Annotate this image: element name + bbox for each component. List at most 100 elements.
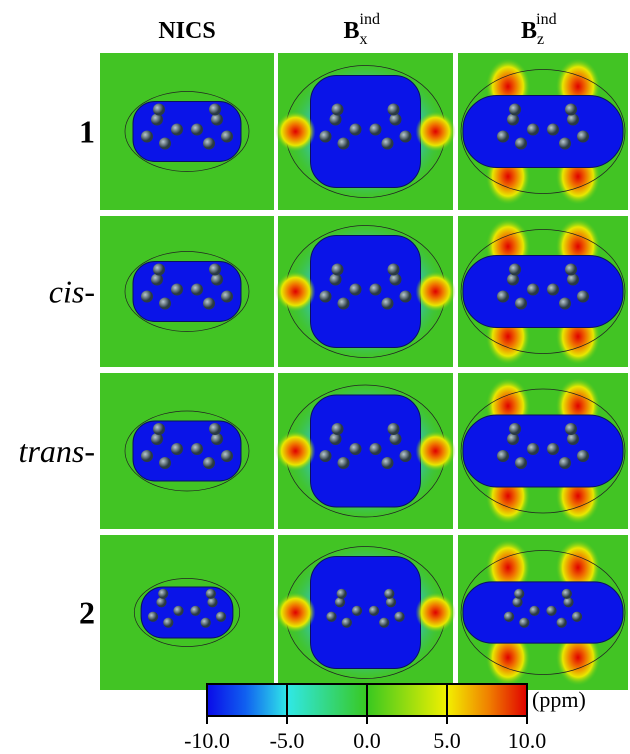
header-base: NICS	[158, 18, 215, 44]
atom	[151, 114, 163, 126]
atom	[559, 138, 571, 150]
atom	[209, 104, 221, 116]
colorbar-tick-label: 0.0	[353, 728, 381, 753]
atom	[203, 138, 215, 150]
atom	[206, 589, 216, 599]
atom	[394, 612, 404, 622]
atom	[557, 618, 567, 628]
header-sup: ind	[536, 11, 556, 28]
atom	[330, 114, 342, 126]
header-base: B	[521, 18, 537, 44]
map-panel	[458, 373, 628, 529]
atom	[577, 131, 589, 143]
atom	[153, 104, 165, 116]
atom	[507, 433, 519, 445]
atom	[509, 264, 521, 276]
colorbar-tick-label: 10.0	[508, 728, 547, 753]
row-label: trans-	[19, 433, 95, 469]
map-panel	[276, 216, 456, 367]
atom	[338, 138, 350, 150]
map-panel	[276, 535, 456, 690]
atom	[159, 138, 171, 150]
atom	[384, 589, 394, 599]
atom	[527, 443, 539, 455]
atom	[159, 457, 171, 469]
atom	[342, 618, 352, 628]
row-label-italic: cis	[49, 274, 85, 310]
atom	[320, 131, 332, 143]
atom	[565, 423, 577, 435]
atom	[320, 291, 332, 303]
atom	[151, 433, 163, 445]
atom	[527, 284, 539, 296]
atom	[386, 597, 396, 607]
atom	[567, 433, 579, 445]
header-sup: ind	[360, 11, 380, 28]
atom	[201, 618, 211, 628]
atom	[158, 589, 168, 599]
column-header: Bxind	[344, 11, 380, 48]
atom	[211, 274, 223, 286]
row-label: 2	[79, 595, 95, 631]
atom	[337, 589, 347, 599]
row-label-suffix: -	[84, 274, 95, 310]
shield	[463, 582, 623, 643]
atom	[369, 606, 379, 616]
atom	[512, 597, 522, 607]
atom	[148, 612, 158, 622]
atom	[141, 291, 153, 303]
row-label-text: 1	[79, 114, 95, 150]
shield	[463, 256, 623, 328]
atom	[565, 264, 577, 276]
atom	[382, 457, 394, 469]
atom	[497, 131, 509, 143]
row-label-suffix: -	[84, 433, 95, 469]
atom	[171, 284, 183, 296]
atom	[567, 114, 579, 126]
atom	[388, 264, 400, 276]
shield	[311, 557, 421, 669]
hot-spot	[416, 112, 456, 152]
figure: (ppm) NICSBxindBzind1cis-trans-2-10.0-5.…	[0, 0, 630, 754]
atom	[173, 606, 183, 616]
atom	[338, 457, 350, 469]
atom	[507, 274, 519, 286]
atom	[350, 124, 362, 136]
atom	[216, 612, 226, 622]
map-panel	[276, 53, 456, 210]
atom	[382, 298, 394, 310]
atom	[330, 274, 342, 286]
atom	[400, 450, 412, 462]
atom	[332, 104, 344, 116]
map-panel	[100, 535, 274, 690]
atom	[209, 264, 221, 276]
atom	[335, 597, 345, 607]
shield	[463, 415, 623, 487]
colorbar-unit: (ppm)	[532, 687, 586, 712]
map-panel	[458, 216, 628, 367]
atom	[390, 114, 402, 126]
atom	[332, 264, 344, 276]
atom	[330, 433, 342, 445]
atom	[572, 612, 582, 622]
atom	[153, 264, 165, 276]
atom	[577, 291, 589, 303]
atom	[563, 597, 573, 607]
atom	[388, 104, 400, 116]
atom	[547, 124, 559, 136]
atom	[191, 124, 203, 136]
atom	[519, 618, 529, 628]
atom	[203, 298, 215, 310]
map-panel	[100, 53, 274, 210]
atom	[171, 443, 183, 455]
shield	[463, 96, 623, 168]
atom	[221, 450, 233, 462]
atom	[509, 104, 521, 116]
atom	[163, 618, 173, 628]
atom	[221, 131, 233, 143]
atom	[388, 423, 400, 435]
atom	[320, 450, 332, 462]
atom	[221, 291, 233, 303]
colorbar-tick-label: -5.0	[270, 728, 305, 753]
atom	[504, 612, 514, 622]
